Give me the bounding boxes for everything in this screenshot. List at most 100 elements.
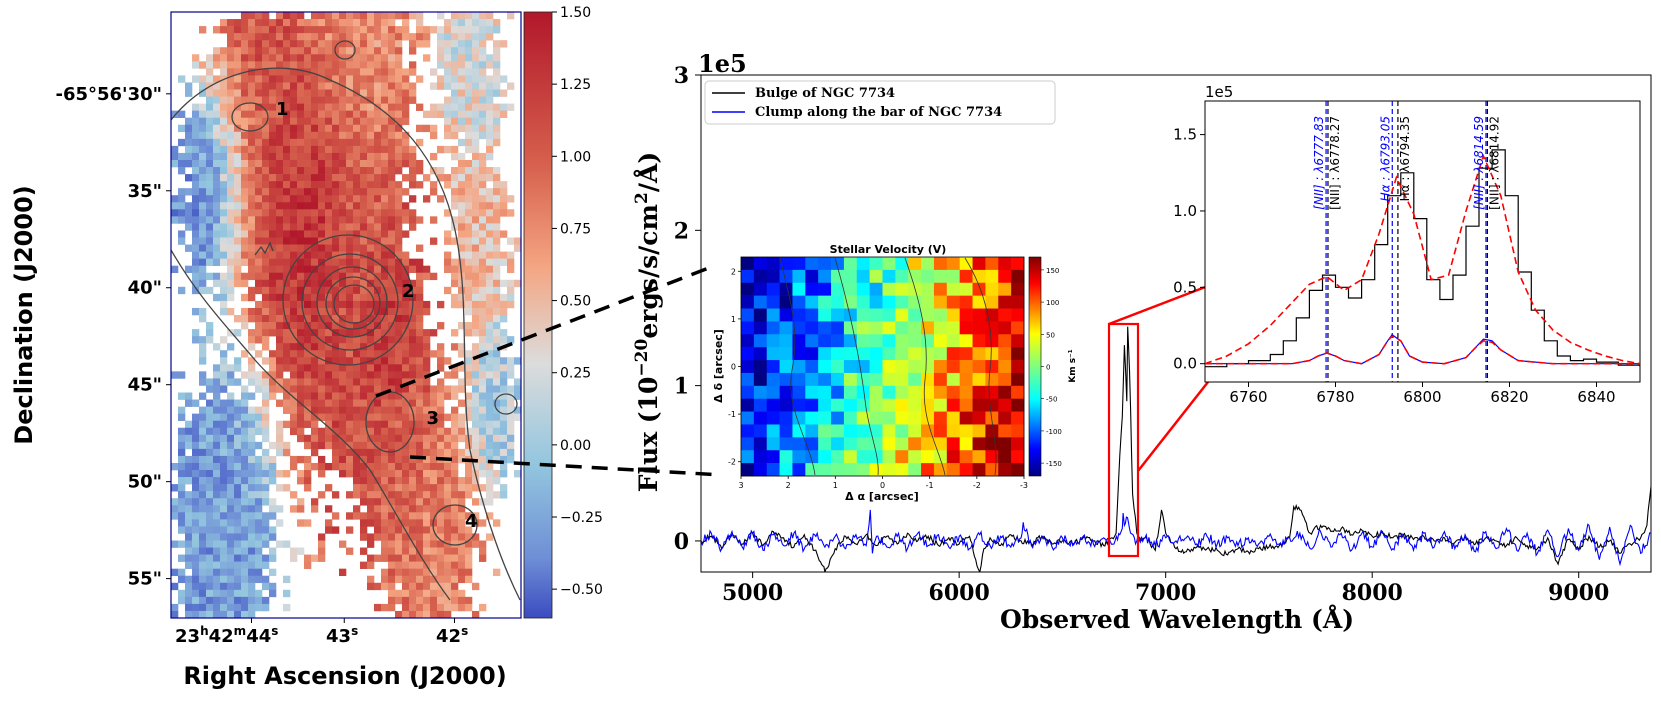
map-pixel (367, 117, 375, 126)
map-pixel (332, 152, 340, 161)
map-pixel (479, 110, 487, 118)
map-pixel (395, 216, 403, 224)
map-pixel (451, 526, 459, 534)
map-pixel (339, 455, 347, 464)
velocity-cell (921, 347, 935, 361)
map-pixel (241, 131, 249, 140)
map-pixel (290, 117, 298, 126)
map-pixel (486, 89, 494, 97)
map-pixel (227, 286, 235, 295)
map-pixel (171, 145, 179, 154)
map-pixel (171, 582, 179, 591)
map-pixel (318, 293, 326, 302)
map-pixel (325, 138, 333, 147)
map-pixel (493, 89, 501, 97)
map-pixel (332, 110, 340, 118)
map-pixel (199, 286, 207, 295)
map-pixel (395, 589, 403, 598)
map-pixel (283, 470, 291, 478)
map-pixel (353, 75, 361, 83)
map-pixel (220, 470, 228, 478)
map-pixel (290, 89, 298, 97)
map-pixel (220, 159, 228, 168)
map-pixel (493, 82, 501, 90)
map-pixel (395, 209, 403, 217)
map-pixel (409, 145, 417, 154)
map-pixel (423, 512, 431, 520)
map-pixel (486, 322, 494, 330)
map-pixel (360, 131, 368, 140)
map-pixel (255, 188, 263, 196)
map-pixel (437, 399, 445, 407)
velocity-cell (792, 360, 806, 374)
map-pixel (269, 223, 277, 231)
map-pixel (381, 315, 389, 323)
map-pixel (479, 406, 487, 414)
map-pixel (199, 110, 207, 118)
map-pixel (213, 399, 221, 407)
map-pixel (381, 462, 389, 471)
map-pixel (269, 300, 277, 309)
map-pixel (248, 47, 256, 55)
map-pixel (248, 167, 256, 175)
map-pixel (416, 406, 424, 414)
map-pixel (479, 448, 487, 457)
map-pixel (479, 19, 487, 27)
velocity-cell (779, 398, 793, 412)
map-pixel (479, 159, 487, 168)
map-pixel (290, 462, 298, 471)
spec-xtick-label-4: 9000 (1548, 580, 1609, 606)
map-pixel (367, 413, 375, 421)
map-pixel (206, 547, 214, 555)
map-pixel (346, 441, 354, 450)
map-pixel (486, 188, 494, 196)
map-pixel (416, 512, 424, 520)
map-pixel (213, 589, 221, 598)
map-pixel (171, 540, 179, 548)
map-pixel (346, 47, 354, 55)
map-pixel (269, 455, 277, 464)
map-pixel (206, 413, 214, 421)
map-pixel (290, 181, 298, 189)
map-pixel (199, 181, 207, 189)
map-pixel (423, 343, 431, 351)
map-pixel (409, 413, 417, 421)
map-pixel (227, 26, 235, 34)
map-pixel (367, 223, 375, 231)
velocity-contour-2 (834, 257, 879, 476)
map-pixel (269, 286, 277, 295)
map-pixel (192, 167, 200, 175)
map-pixel (185, 455, 193, 464)
map-pixel (465, 159, 473, 168)
map-pixel (213, 110, 221, 118)
map-pixel (199, 455, 207, 464)
map-pixel (255, 491, 263, 499)
map-pixel (255, 462, 263, 471)
map-pixel (423, 596, 431, 605)
map-pixel (381, 124, 389, 133)
map-pixel (255, 470, 263, 478)
map-pixel (339, 399, 347, 407)
map-pixel (486, 96, 494, 104)
map-pixel (332, 491, 340, 499)
velocity-cell (908, 321, 922, 335)
map-pixel (416, 124, 424, 133)
map-pixel (290, 131, 298, 140)
velocity-cell (946, 372, 960, 387)
map-pixel (269, 251, 277, 259)
map-pixel (381, 470, 389, 478)
map-pixel (374, 138, 382, 147)
map-pixel (388, 12, 396, 20)
map-pixel (248, 181, 256, 189)
velocity-colorbar (1028, 256, 1042, 477)
map-pixel (367, 75, 375, 83)
map-pixel (171, 498, 179, 506)
map-pixel (465, 603, 473, 612)
map-pixel (227, 167, 235, 175)
map-pixel (255, 33, 263, 41)
map-pixel (318, 167, 326, 175)
map-pixel (248, 484, 256, 492)
map-pixel (213, 47, 221, 55)
map-pixel (465, 392, 473, 400)
map-pixel (360, 434, 368, 443)
